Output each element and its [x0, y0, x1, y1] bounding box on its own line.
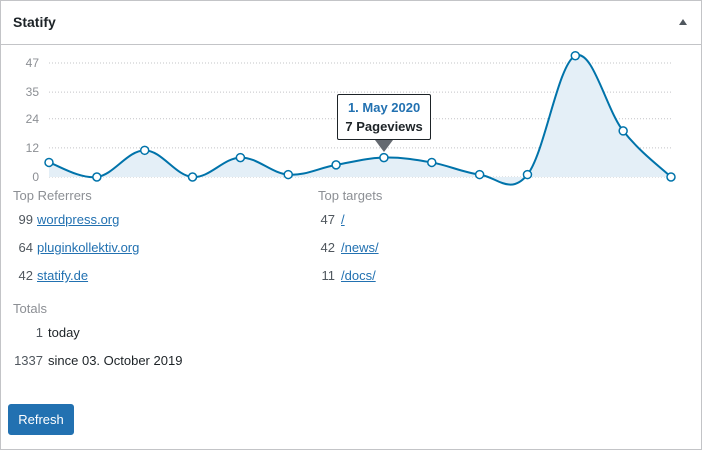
tooltip-arrow [374, 139, 393, 152]
target-link[interactable]: /news/ [341, 240, 379, 255]
widget-header[interactable]: Statify [1, 1, 701, 45]
data-point[interactable] [331, 160, 341, 170]
data-point[interactable] [44, 157, 54, 168]
referrer-count: 64 [18, 240, 33, 255]
totals-row: 1 today [1, 325, 401, 343]
target-row: 42 /news/ [301, 240, 601, 258]
data-point[interactable] [427, 157, 437, 168]
y-tick-label: 12 [26, 141, 40, 155]
chart-tooltip: 1. May 2020 7 Pageviews [337, 93, 431, 140]
data-point[interactable] [618, 126, 628, 136]
referrer-link[interactable]: pluginkollektiv.org [37, 240, 140, 255]
data-point[interactable] [187, 172, 198, 182]
triangle-up-icon[interactable] [677, 16, 689, 28]
data-point[interactable] [235, 152, 246, 163]
data-point[interactable] [570, 50, 581, 61]
referrer-row: 99 wordpress.org [1, 212, 301, 230]
widget-title: Statify [13, 14, 56, 30]
referrer-row: 42 statify.de [1, 268, 301, 286]
totals-label: today [48, 325, 80, 340]
target-row: 47 / [301, 212, 601, 230]
data-point[interactable] [379, 152, 389, 163]
tooltip-pageviews: 7 Pageviews [345, 118, 423, 134]
referrer-row: 64 pluginkollektiv.org [1, 240, 301, 258]
data-point[interactable] [283, 169, 293, 180]
data-point[interactable] [139, 145, 150, 156]
target-row: 11 /docs/ [301, 268, 601, 286]
y-tick-label: 35 [26, 85, 40, 99]
data-point[interactable] [522, 169, 533, 180]
totals-count: 1337 [14, 353, 43, 368]
y-tick-label: 24 [26, 112, 40, 126]
referrer-link[interactable]: wordpress.org [37, 212, 120, 227]
target-link[interactable]: /docs/ [341, 268, 376, 283]
y-tick-label: 47 [26, 56, 40, 70]
target-count: 11 [321, 268, 336, 283]
target-count: 42 [320, 240, 335, 255]
pageviews-chart: 47 35 24 12 0 [26, 50, 676, 186]
referrer-count: 99 [18, 212, 33, 227]
data-point[interactable] [666, 172, 676, 182]
referrers-heading: Top Referrers [13, 188, 92, 203]
referrer-link[interactable]: statify.de [37, 268, 89, 283]
totals-label: since 03. October 2019 [48, 353, 183, 368]
totals-count: 1 [35, 325, 43, 340]
target-count: 47 [320, 212, 335, 227]
totals-row: 1337 since 03. October 2019 [1, 353, 401, 371]
target-link[interactable]: / [341, 212, 345, 227]
tooltip-date: 1. May 2020 [347, 99, 421, 115]
data-point[interactable] [92, 172, 102, 182]
refresh-button[interactable]: Refresh [8, 404, 74, 435]
data-point[interactable] [474, 169, 485, 180]
y-tick-label: 0 [32, 170, 39, 184]
referrer-count: 42 [18, 268, 33, 283]
targets-heading: Top targets [318, 188, 383, 203]
totals-heading: Totals [13, 301, 47, 316]
